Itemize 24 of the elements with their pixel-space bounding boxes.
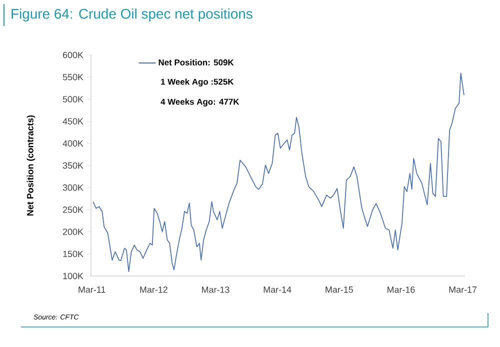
chart-title: Figure 64: Crude Oil spec net positions xyxy=(12,8,252,22)
y-tick-label: 250K xyxy=(62,206,84,213)
x-tick-label: Mar-16 xyxy=(388,286,415,293)
y-tick-label: 350K xyxy=(62,162,84,169)
x-tick-label: Mar-12 xyxy=(140,286,168,293)
x-tick-label: Mar-15 xyxy=(326,286,353,293)
x-tick-label: Mar-14 xyxy=(264,286,292,293)
x-tick-label: Mar-13 xyxy=(202,286,230,293)
y-tick-label: 600K xyxy=(62,52,84,58)
y-axis-title: Net Position (contracts) xyxy=(26,115,36,216)
y-tick-label: 150K xyxy=(63,250,84,258)
y-tick-label: 100K xyxy=(63,272,84,280)
y-tick-label: 500K xyxy=(62,96,84,102)
y-tick-label: 200K xyxy=(62,228,84,235)
x-tick-label: Mar-17 xyxy=(449,286,477,293)
x-tick-label: Mar-11 xyxy=(78,286,106,293)
line-series xyxy=(92,72,464,272)
legend-label: Net Position: 509K xyxy=(158,59,234,66)
y-tick-label: 450K xyxy=(62,118,84,124)
y-tick-label: 550K xyxy=(62,74,84,80)
y-tick-label: 400K xyxy=(62,140,84,147)
annotation: 4 Weeks Ago: 477K xyxy=(160,98,240,106)
y-tick-label: 300K xyxy=(62,184,84,191)
annotation: 1 Week Ago :525K xyxy=(161,78,234,86)
